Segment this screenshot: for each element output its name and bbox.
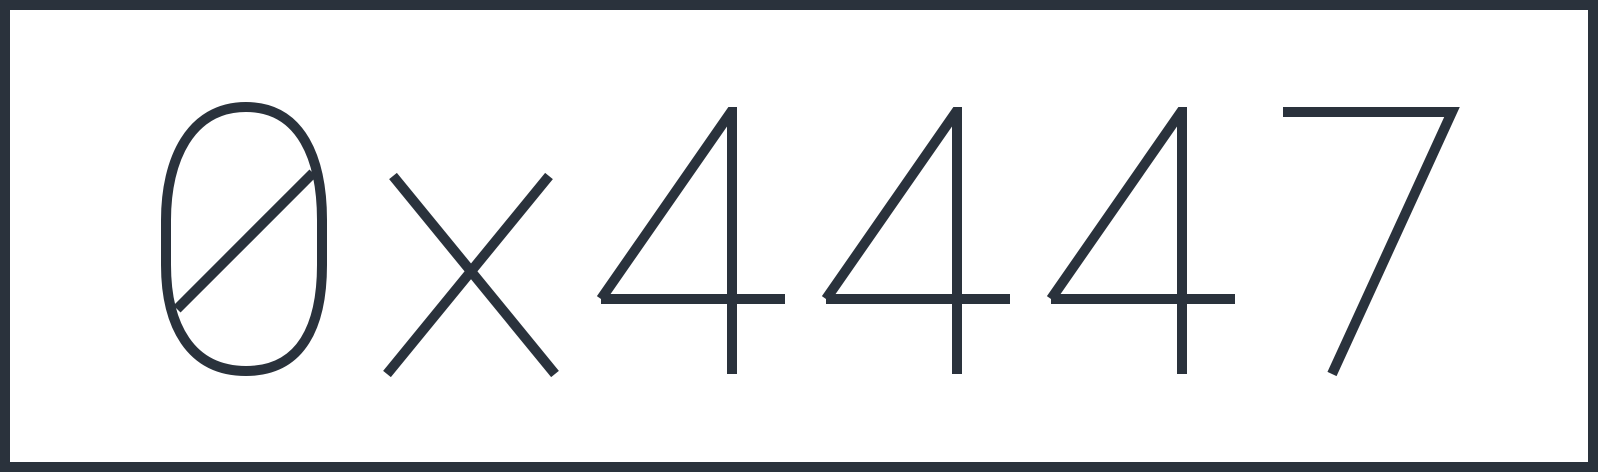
char-seven xyxy=(1283,107,1460,377)
char-x xyxy=(383,172,559,378)
char-zero xyxy=(161,101,327,377)
char-four-1 xyxy=(596,107,785,374)
char-four-2 xyxy=(821,107,1010,374)
char-four-3 xyxy=(1046,107,1235,374)
